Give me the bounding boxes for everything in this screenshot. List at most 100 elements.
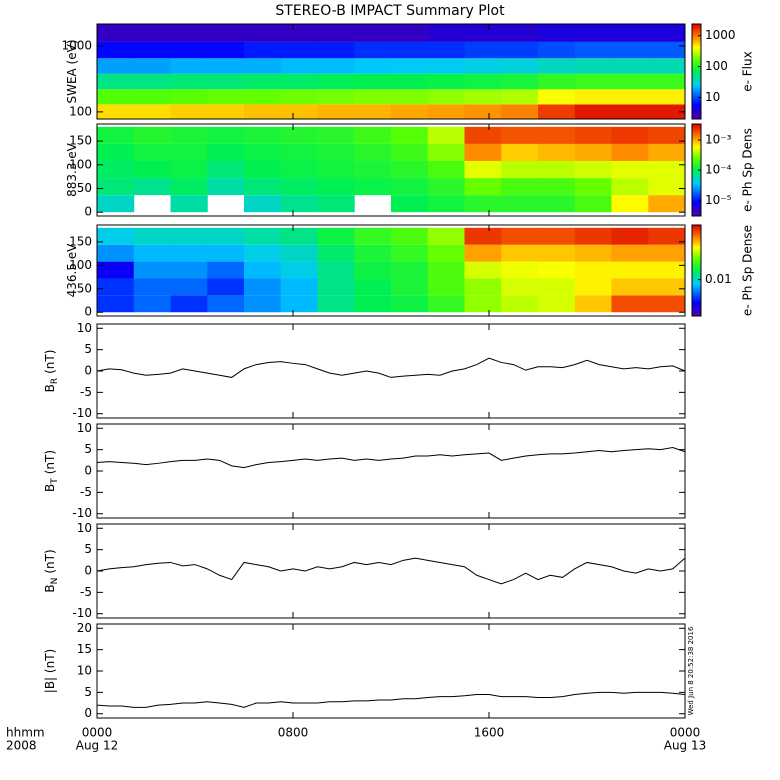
heatmap-cell bbox=[648, 89, 686, 105]
heatmap-cell bbox=[207, 227, 245, 245]
heatmap-cell bbox=[538, 24, 576, 42]
heatmap-cell bbox=[133, 104, 171, 119]
y-tick-label: 10 bbox=[77, 521, 92, 535]
heatmap-cell bbox=[97, 73, 135, 90]
heatmap-cell bbox=[133, 278, 171, 296]
heatmap-cell bbox=[133, 178, 171, 196]
heatmap-cell bbox=[391, 41, 429, 59]
heatmap-cell bbox=[354, 227, 392, 245]
heatmap-cell bbox=[427, 73, 465, 90]
heatmap-cell bbox=[501, 126, 539, 144]
heatmap-cell bbox=[170, 89, 208, 105]
y-tick-label: 20 bbox=[77, 621, 92, 635]
heatmap-cell bbox=[244, 295, 282, 313]
y-label-unit: (nT) bbox=[43, 350, 57, 374]
heatmap-cell bbox=[427, 126, 465, 144]
y-label-main: B bbox=[43, 384, 57, 392]
heatmap-cell bbox=[538, 143, 576, 161]
heatmap-cell bbox=[538, 227, 576, 245]
heatmap-cell bbox=[280, 195, 318, 213]
heatmap-cell bbox=[464, 73, 502, 90]
heatmap-cell bbox=[280, 143, 318, 161]
heatmap-cell bbox=[170, 261, 208, 279]
y-tick-label: -10 bbox=[72, 506, 92, 520]
heatmap-cell bbox=[611, 89, 649, 105]
colorbar-tick-label: 10⁻⁴ bbox=[705, 163, 732, 177]
heatmap-cell bbox=[574, 104, 612, 119]
colorbar-tick-label: 0.01 bbox=[705, 272, 732, 286]
heatmap-cell bbox=[427, 89, 465, 105]
heatmap-cell bbox=[538, 261, 576, 279]
y-tick-label: 5 bbox=[84, 542, 92, 556]
y-tick-label: 10 bbox=[77, 664, 92, 678]
heatmap-cell bbox=[170, 195, 208, 213]
heatmap-cell bbox=[97, 195, 135, 213]
heatmap-cell bbox=[501, 244, 539, 262]
y-tick-label: 5 bbox=[84, 342, 92, 356]
y-tick-label: 0 bbox=[84, 706, 92, 720]
heatmap-cell bbox=[97, 143, 135, 161]
heatmap-cell bbox=[207, 295, 245, 313]
heatmap-cell bbox=[538, 295, 576, 313]
data-line bbox=[96, 357, 686, 378]
heatmap-cell bbox=[354, 261, 392, 279]
heatmap-cell bbox=[391, 244, 429, 262]
heatmap-cell bbox=[391, 126, 429, 144]
heatmap-cell bbox=[244, 73, 282, 90]
y-label-main: 436.5 eV bbox=[65, 243, 79, 298]
heatmap-cell bbox=[97, 278, 135, 296]
heatmap-cell bbox=[207, 143, 245, 161]
colorbar-tick-label: 10 bbox=[705, 90, 720, 104]
heatmap-cell bbox=[574, 261, 612, 279]
y-tick-label: 0 bbox=[84, 464, 92, 478]
heatmap-cell bbox=[501, 195, 539, 213]
data-line bbox=[96, 557, 686, 585]
heatmap-cell bbox=[538, 244, 576, 262]
heatmap-cell bbox=[244, 143, 282, 161]
heatmap-cell bbox=[648, 126, 686, 144]
heatmap-cell bbox=[611, 58, 649, 74]
heatmap-cell bbox=[317, 261, 355, 279]
heatmap-cell bbox=[207, 261, 245, 279]
heatmap-cell bbox=[648, 195, 686, 213]
y-label-unit: (nT) bbox=[43, 549, 57, 573]
heatmap-cell bbox=[244, 227, 282, 245]
y-label-main: B bbox=[43, 584, 57, 592]
heatmap-cell bbox=[97, 178, 135, 196]
heatmap-cell bbox=[391, 24, 429, 42]
heatmap-cell bbox=[133, 126, 171, 144]
y-tick-label: 0 bbox=[84, 364, 92, 378]
heatmap-cell bbox=[317, 73, 355, 90]
heatmap-cell bbox=[354, 278, 392, 296]
y-axis-label: 436.5 eV bbox=[65, 243, 79, 298]
heatmap-cell bbox=[391, 89, 429, 105]
heatmap-cell bbox=[427, 143, 465, 161]
data-line bbox=[96, 446, 686, 469]
heatmap-cell bbox=[574, 73, 612, 90]
heatmap-cell bbox=[464, 278, 502, 296]
heatmap-cell bbox=[317, 41, 355, 59]
heatmap-cell bbox=[170, 126, 208, 144]
heatmap-cell bbox=[538, 58, 576, 74]
panel-frame bbox=[96, 323, 686, 419]
panel-frame bbox=[96, 23, 686, 120]
heatmap-cell bbox=[280, 126, 318, 144]
heatmap-cell bbox=[133, 58, 171, 74]
heatmap-cell bbox=[170, 178, 208, 196]
heatmap-cell bbox=[427, 104, 465, 119]
heatmap-cell bbox=[244, 278, 282, 296]
heatmap-cell bbox=[391, 227, 429, 245]
y-label-unit: (nT) bbox=[43, 450, 57, 474]
heatmap-cell bbox=[464, 227, 502, 245]
colorbar-tick-label: 10⁻³ bbox=[705, 133, 732, 147]
heatmap-cell bbox=[391, 143, 429, 161]
heatmap-cell bbox=[501, 143, 539, 161]
heatmap-cell bbox=[354, 89, 392, 105]
y-tick-label: -5 bbox=[80, 385, 92, 399]
y-tick-label: 5 bbox=[84, 442, 92, 456]
heatmap-cell bbox=[354, 73, 392, 90]
heatmap-cell bbox=[464, 104, 502, 119]
heatmap-cell bbox=[611, 227, 649, 245]
heatmap-cell bbox=[97, 58, 135, 74]
